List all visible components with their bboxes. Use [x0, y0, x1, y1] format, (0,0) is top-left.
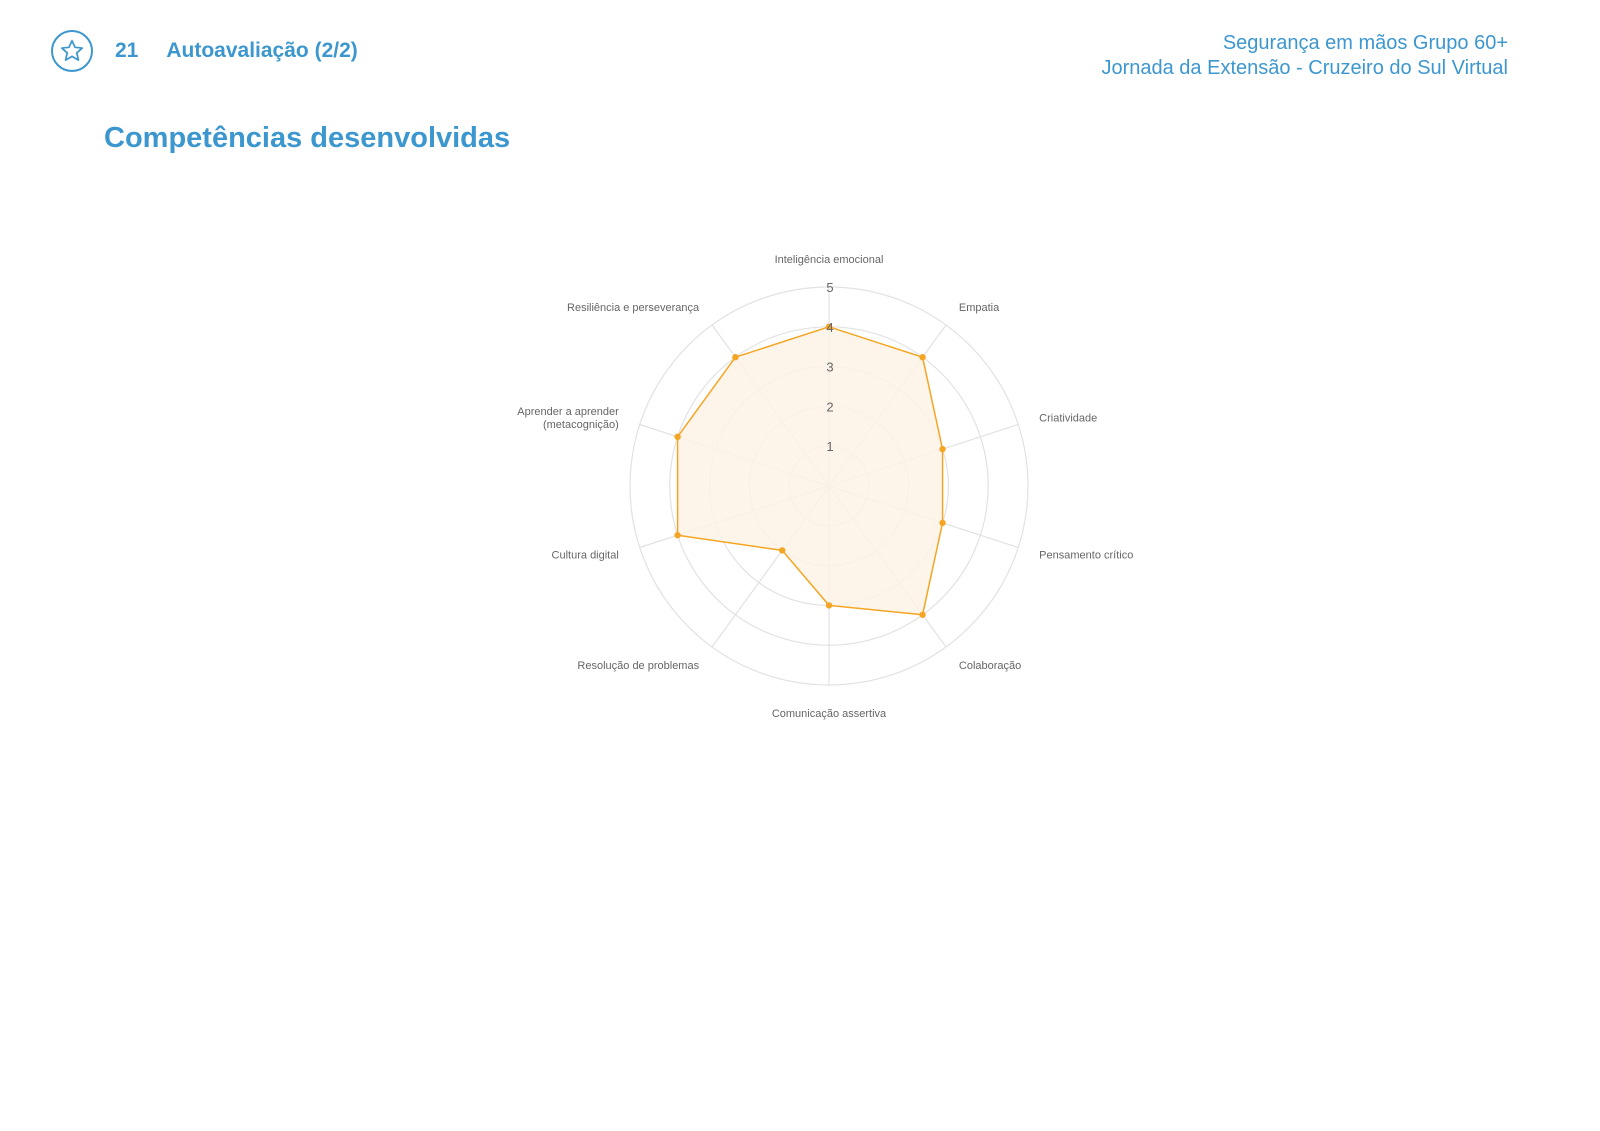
data-point — [674, 433, 681, 441]
star-icon — [51, 30, 93, 72]
axis-label: Aprender a aprender (metacognição) — [517, 406, 619, 431]
axis-label: Resiliência e perseverança — [567, 302, 700, 314]
axis-label-line: Aprender a aprender — [517, 406, 619, 418]
axis-label: Pensamento crítico — [1039, 549, 1133, 561]
data-point — [939, 519, 946, 527]
tick-label: 5 — [826, 280, 833, 295]
header-right: Segurança em mãos Grupo 60+ Jornada da E… — [1101, 31, 1508, 81]
axis-label-line: Colaboração — [959, 660, 1021, 672]
course-title: Segurança em mãos Grupo 60+ — [1222, 32, 1508, 54]
axis-label: Cultura digital — [552, 549, 619, 561]
axis-label-line: Comunicação assertiva — [772, 708, 887, 720]
axis-label-line: Inteligência emocional — [775, 254, 884, 266]
axis-label-line: Criatividade — [1039, 413, 1097, 425]
page-title: Competências desenvolvidas — [104, 122, 511, 154]
data-point — [779, 547, 786, 554]
data-point — [825, 323, 833, 330]
series-area — [676, 326, 944, 616]
section-label: Autoavaliação (2/2) — [166, 39, 358, 62]
axis-label: Resolução de problemas — [577, 660, 699, 672]
tick-label: 3 — [826, 360, 833, 375]
axis-label-line: Cultura digital — [552, 549, 619, 561]
data-point — [919, 354, 926, 361]
axis-label-line: Resolução de problemas — [577, 660, 699, 672]
data-point — [674, 531, 681, 539]
data-point — [825, 602, 833, 609]
data-point — [919, 611, 926, 618]
axis-label-line: (metacognição) — [543, 419, 619, 431]
axis-label-line: Empatia — [959, 302, 1000, 314]
course-subtitle: Jornada da Extensão - Cruzeiro do Sul Vi… — [1101, 57, 1508, 79]
page-number: 21 — [115, 39, 139, 62]
data-point — [732, 354, 739, 361]
axis-label: Colaboração — [959, 660, 1021, 672]
tick-label: 2 — [826, 399, 833, 414]
data-point — [939, 445, 946, 453]
axis-label-line: Pensamento crítico — [1039, 549, 1133, 561]
axis-label: Criatividade — [1039, 413, 1097, 425]
tick-label: 4 — [826, 320, 833, 335]
axis-label: Comunicação assertiva — [772, 708, 887, 720]
axis-label-line: Resiliência e perseverança — [567, 302, 700, 314]
axis-label: Inteligência emocional — [775, 254, 884, 266]
tick-label: 1 — [826, 439, 833, 454]
axis-label: Empatia — [959, 302, 1000, 314]
header-left: 21 Autoavaliação (2/2) — [51, 28, 358, 74]
